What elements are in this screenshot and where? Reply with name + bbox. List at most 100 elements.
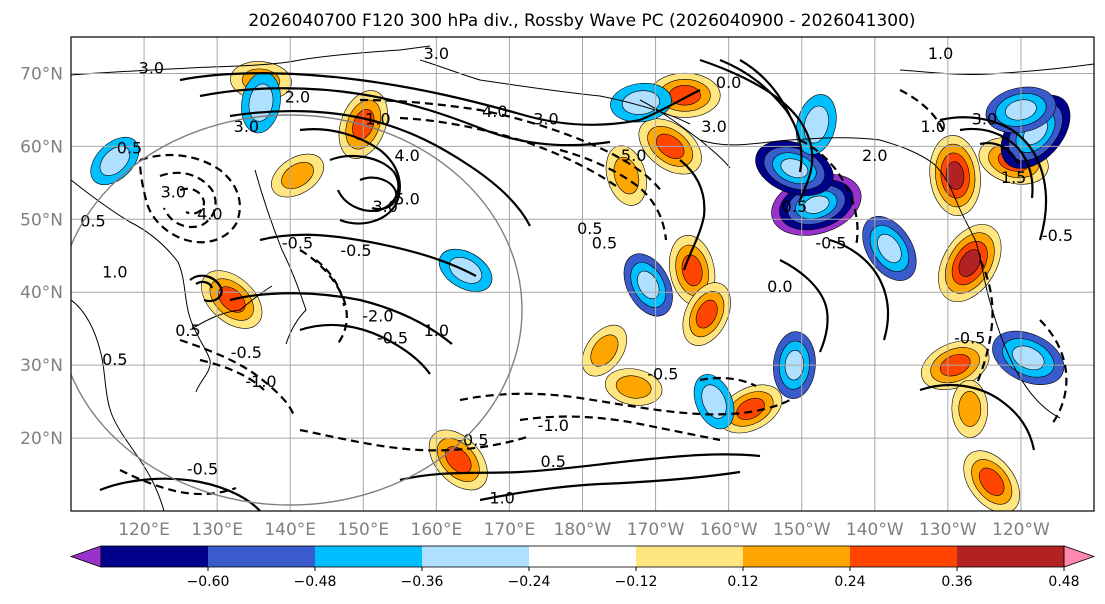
lon-tick-label: 130°W (919, 520, 977, 540)
shade-level (803, 195, 830, 214)
contour-label: 0.5 (541, 452, 566, 471)
shade-level (958, 249, 981, 277)
contour-label: -0.5 (377, 328, 408, 347)
contour-label: 3.0 (972, 110, 997, 129)
colorbar-segment (529, 546, 636, 567)
contour-label: -1.0 (245, 372, 276, 391)
lon-tick-label: 170°W (627, 520, 685, 540)
colorbar-tick-label: −0.36 (401, 574, 444, 590)
contour-label: -0.5 (457, 430, 488, 449)
divergence-patch (271, 153, 324, 198)
contour-label: 4.0 (197, 204, 222, 223)
map-frame (70, 36, 1095, 512)
lon-tick-label: 150°W (773, 520, 831, 540)
contour-label: 1.0 (489, 489, 514, 508)
contour-label: 3.0 (533, 110, 558, 129)
contour-label: -2.0 (362, 306, 393, 325)
contour-label: -0.5 (647, 365, 678, 384)
shade-level (958, 390, 982, 427)
colorbar-extend-max (1063, 545, 1096, 568)
colorbar-tick-label: −0.48 (294, 574, 337, 590)
contour-label: -0.5 (340, 241, 371, 260)
contour-label: 2.0 (285, 88, 310, 107)
contour-label: 3.0 (139, 58, 164, 77)
lon-tick-label: 170°E (484, 520, 536, 540)
colorbar-segment (957, 546, 1064, 567)
colorbar-segment (101, 546, 208, 567)
contour-label: 0.0 (716, 73, 741, 92)
divergence-patch (963, 450, 1020, 511)
divergence-patch (682, 282, 731, 346)
colorbar-tick-label: 0.24 (834, 574, 865, 590)
contour-label: 0.5 (117, 139, 142, 158)
shade-level (695, 299, 718, 329)
contour-label: -0.5 (187, 460, 218, 479)
contour-label: -0.5 (282, 233, 313, 252)
contour-label: 4.0 (394, 146, 419, 165)
colorbar-segment (315, 546, 422, 567)
colorbar-segment (208, 546, 315, 567)
divergence-patch (604, 368, 663, 406)
lon-tick-label: 120°W (992, 520, 1050, 540)
divergence-patch (623, 253, 673, 317)
shade-level (445, 446, 472, 474)
contour-label: 0.5 (175, 321, 200, 340)
lon-tick-label: 130°E (191, 520, 243, 540)
contour-label: 1.0 (921, 117, 946, 136)
contour-label: 5.0 (621, 146, 646, 165)
lat-tick-label: 20°N (20, 429, 63, 449)
divergence-patch (581, 324, 627, 377)
lat-tick-label: 60°N (20, 137, 63, 157)
colorbar-tick-label: −0.60 (187, 574, 230, 590)
lon-tick-label: 150°E (337, 520, 389, 540)
contours (99, 58, 1068, 511)
shade-level (946, 161, 965, 190)
colorbar-segment (636, 546, 743, 567)
contour-label: 1.5 (1001, 168, 1026, 187)
contour-label: 0.5 (782, 197, 807, 216)
shade-level (736, 397, 765, 420)
colorbar-tick-label: 0.36 (941, 574, 972, 590)
contour-label: 1.0 (424, 321, 449, 340)
contour-label: 1.0 (365, 110, 390, 129)
lon-tick-label: 160°W (700, 520, 758, 540)
divergence-patch (862, 216, 917, 281)
colorbar-frame (100, 545, 1065, 568)
contour-label: 0.0 (767, 277, 792, 296)
lon-tick-label: 140°W (846, 520, 904, 540)
contour-label: 3.0 (234, 117, 259, 136)
contour-label: -0.5 (1042, 226, 1073, 245)
divergence-patch (90, 136, 140, 185)
colorbar-segment (422, 546, 529, 567)
chart-title: 2026040700 F120 300 hPa div., Rossby Wav… (248, 11, 915, 31)
lon-tick-label: 160°E (411, 520, 463, 540)
latitude-tick-labels: 70°N 60°N 50°N 40°N 30°N 20°N (20, 64, 63, 449)
colorbar-segment (850, 546, 957, 567)
colorbar-tick-label: 0.12 (727, 574, 758, 590)
colorbar-segment (743, 546, 850, 567)
colorbar-tick-label: −0.12 (615, 574, 658, 590)
contour-label: -0.5 (231, 343, 262, 362)
shade-level (978, 467, 1005, 496)
colorbar-tick-labels: −0.60 −0.48 −0.36 −0.24 −0.12 0.12 0.24 0.36 0.4… (187, 567, 1080, 590)
contour-label: 0.5 (577, 219, 602, 238)
longitude-tick-labels: 120°E 130°E 140°E 150°E 160°E 170°E 180°W 170°W… (118, 520, 1050, 540)
colorbar (69, 545, 1096, 568)
shade-level (877, 233, 902, 264)
colorbar-tick-label: 0.48 (1048, 574, 1079, 590)
reference-circle (71, 114, 523, 506)
contour-label: 3.0 (161, 182, 186, 201)
divergence-patch (796, 94, 837, 155)
contour-label: 0.5 (592, 233, 617, 252)
contour-label: -0.5 (954, 328, 985, 347)
divergence-patch (718, 384, 783, 434)
shade-level (615, 375, 652, 399)
contour-label: 1.0 (102, 263, 127, 282)
contour-label: 2.0 (862, 146, 887, 165)
lat-tick-label: 40°N (20, 283, 63, 303)
shade-level (701, 384, 727, 419)
colorbar-tick-label: −0.24 (508, 574, 551, 590)
contour-label: 4.0 (482, 102, 507, 121)
map-area: 3.03.03.02.00.53.04.01.0-0.5 -0.53.05.01.… (71, 37, 1094, 511)
